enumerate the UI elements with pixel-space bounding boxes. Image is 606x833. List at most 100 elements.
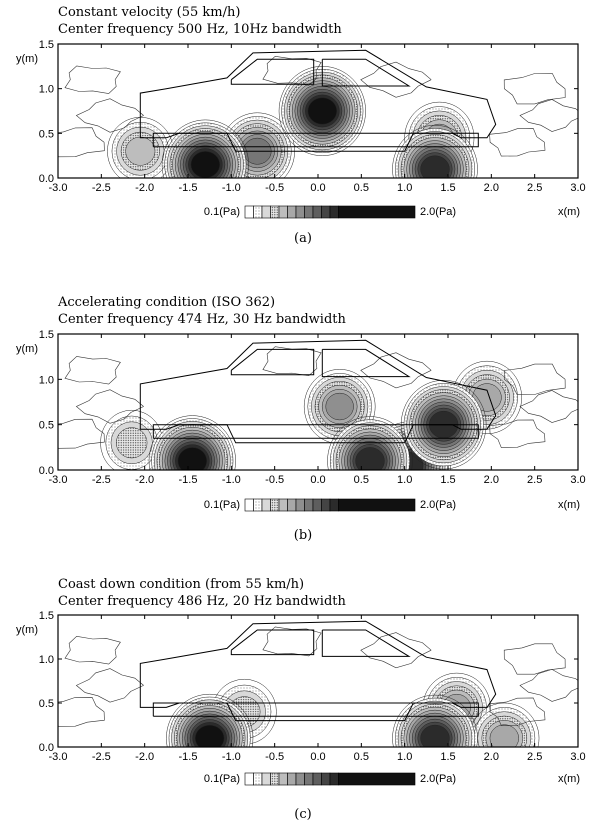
x-tick-label: -2.0 xyxy=(135,751,154,763)
colorbar-swatch xyxy=(295,772,305,786)
x-tick-label: 0.5 xyxy=(354,751,369,763)
x-tick-label: -2.5 xyxy=(92,751,111,763)
contour-level xyxy=(177,447,207,470)
y-tick-label: 1.5 xyxy=(39,39,54,51)
colorbar-swatch xyxy=(295,205,305,219)
contour-line xyxy=(360,61,432,98)
pressure-hotspot xyxy=(161,119,249,178)
y-tick-label: 0.0 xyxy=(39,173,54,185)
contour-level xyxy=(327,416,413,470)
contour-line xyxy=(519,390,578,423)
contour-line xyxy=(489,419,546,448)
plot-area xyxy=(58,339,578,470)
y-tick-label: 1.0 xyxy=(39,84,54,96)
x-axis-label: x(m) xyxy=(558,206,580,218)
contour-level xyxy=(195,724,225,747)
y-tick-label: 0.5 xyxy=(39,420,54,432)
y-axis-label: y(m) xyxy=(16,343,38,355)
colorbar-min-label: 0.1(Pa) xyxy=(204,773,240,785)
y-tick-label: 1.5 xyxy=(39,610,54,622)
x-tick-label: -1.0 xyxy=(222,751,241,763)
contour-line xyxy=(360,352,432,389)
colorbar-swatch xyxy=(253,772,263,786)
y-axis-label: y(m) xyxy=(16,53,38,65)
colorbar-swatch xyxy=(312,498,322,512)
x-axis-label: x(m) xyxy=(558,773,580,785)
colorbar-swatch xyxy=(304,205,314,219)
colorbar-swatch xyxy=(270,772,280,786)
car-window xyxy=(321,348,411,378)
colorbar-swatch xyxy=(270,205,280,219)
x-tick-label: -3.0 xyxy=(49,751,68,763)
colorbar-swatch xyxy=(338,498,416,512)
x-tick-label: 1.0 xyxy=(397,751,412,763)
x-tick-label: 0.5 xyxy=(354,182,369,194)
x-tick-label: 1.5 xyxy=(440,751,455,763)
car-window xyxy=(230,58,315,85)
car-sill xyxy=(152,702,479,717)
contour-line xyxy=(519,99,578,132)
contour-level xyxy=(307,97,337,125)
chart-title: Constant velocity (55 km/h) xyxy=(58,5,240,20)
x-tick-label: 3.0 xyxy=(570,751,585,763)
y-tick-label: 1.5 xyxy=(39,329,54,341)
contour-line xyxy=(58,418,105,449)
pressure-hotspot xyxy=(148,415,236,470)
contour-level xyxy=(325,392,354,421)
colorbar-swatch xyxy=(338,772,416,786)
colorbar-swatch xyxy=(329,498,339,512)
contour-line xyxy=(75,668,144,703)
panel-caption: (a) xyxy=(294,231,312,246)
x-tick-label: -0.5 xyxy=(265,474,284,486)
colorbar-swatch xyxy=(244,205,254,219)
contour-line xyxy=(64,65,121,94)
car-window xyxy=(321,58,411,87)
x-tick-label: 2.5 xyxy=(527,751,542,763)
y-tick-label: 0.0 xyxy=(39,742,54,754)
colorbar-swatch xyxy=(253,498,263,512)
x-tick-label: -3.0 xyxy=(49,474,68,486)
contour-line xyxy=(519,669,578,702)
x-tick-label: -2.0 xyxy=(135,474,154,486)
x-tick-label: -1.0 xyxy=(222,182,241,194)
pressure-hotspot xyxy=(400,380,487,470)
contour-level xyxy=(161,119,249,178)
colorbar-swatch xyxy=(338,205,416,219)
car-sill xyxy=(152,424,479,439)
x-tick-label: 3.0 xyxy=(570,182,585,194)
colorbar-swatch xyxy=(261,498,271,512)
car-window xyxy=(321,629,411,657)
x-tick-label: 1.0 xyxy=(397,474,412,486)
x-tick-label: 2.0 xyxy=(484,474,499,486)
colorbar-swatch xyxy=(287,205,297,219)
contour-level xyxy=(489,724,519,747)
x-tick-label: -1.5 xyxy=(179,751,198,763)
plot-area xyxy=(58,620,578,747)
x-tick-label: 3.0 xyxy=(570,474,585,486)
colorbar-swatch xyxy=(270,498,280,512)
pressure-hotspot xyxy=(166,693,254,747)
y-tick-label: 0.5 xyxy=(39,698,54,710)
contour-line xyxy=(489,128,546,157)
contour-line xyxy=(58,127,105,158)
chart-panel: Constant velocity (55 km/h) Center freque… xyxy=(16,5,586,246)
pressure-hotspot xyxy=(107,117,174,178)
x-tick-label: -0.5 xyxy=(265,182,284,194)
colorbar-max-label: 2.0(Pa) xyxy=(420,773,456,785)
contour-line xyxy=(75,98,144,133)
colorbar-max-label: 2.0(Pa) xyxy=(420,499,456,511)
x-tick-label: 0.0 xyxy=(310,182,325,194)
chart-title: Coast down condition (from 55 km/h) xyxy=(58,577,304,592)
contour-line xyxy=(262,346,322,377)
x-tick-label: 2.0 xyxy=(484,751,499,763)
colorbar-swatch xyxy=(287,498,297,512)
contour-level xyxy=(166,693,254,747)
x-axis-label: x(m) xyxy=(558,499,580,511)
x-tick-label: -0.5 xyxy=(265,751,284,763)
car-window xyxy=(230,629,315,656)
colorbar-max-label: 2.0(Pa) xyxy=(420,206,456,218)
pressure-hotspot xyxy=(278,66,366,156)
x-tick-label: -1.5 xyxy=(179,474,198,486)
contour-line xyxy=(58,696,105,727)
